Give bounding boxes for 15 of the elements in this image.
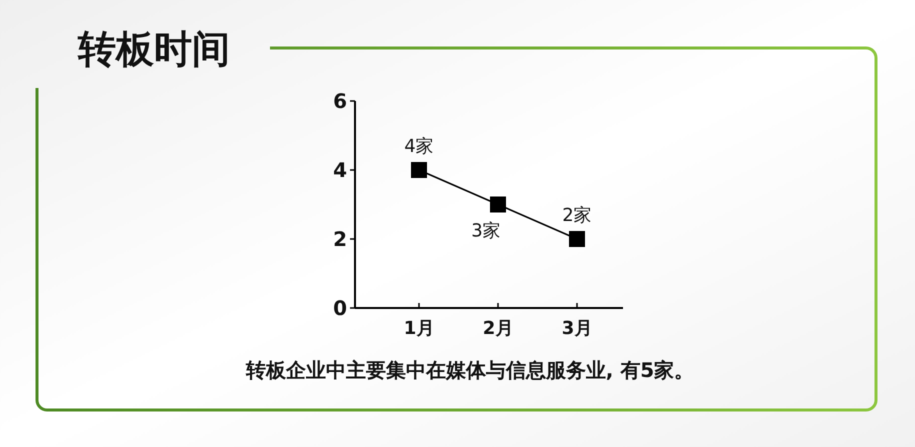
data-label: 4家 [404,136,434,157]
text: 转板企业中主要集中在媒体与信息服务业, 有5家。 [244,358,694,382]
x-tick-label: 1月 [404,318,434,339]
x-tick-label: 2月 [482,318,514,339]
data-label: 3家 [471,220,501,242]
y-tick-label: 4 [333,158,347,182]
x-tick-label: 3月 [562,318,592,339]
data-label: 2家 [562,205,592,226]
point [569,231,585,247]
chart-title: 转板时间 [77,27,230,71]
y-tick-label: 0 [333,296,347,320]
point [490,196,506,212]
y-tick-label: 6 [333,89,347,113]
point [411,162,427,178]
y-tick-label: 2 [333,227,347,251]
